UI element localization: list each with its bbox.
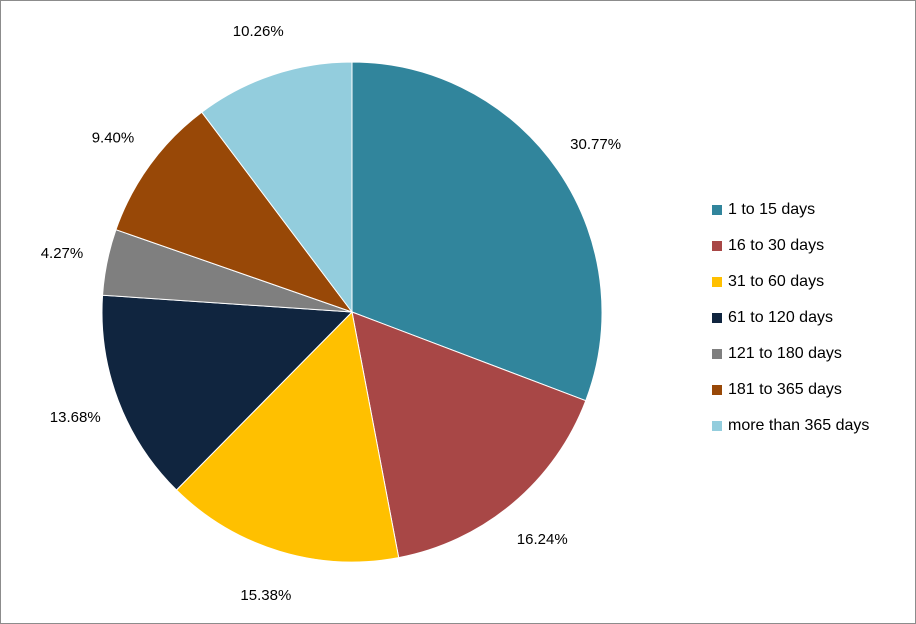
legend-swatch xyxy=(712,241,722,251)
slice-value-label: 13.68% xyxy=(50,409,101,426)
pie-slice xyxy=(115,111,354,314)
slice-value-label: 4.27% xyxy=(41,245,84,262)
legend-label: 16 to 30 days xyxy=(728,237,825,254)
legend-item: 16 to 30 days xyxy=(712,228,869,264)
legend-swatch xyxy=(712,349,722,359)
legend-label: more than 365 days xyxy=(728,417,870,434)
legend-label: 121 to 180 days xyxy=(728,345,842,362)
legend-item: 121 to 180 days xyxy=(712,336,869,372)
legend-item: 1 to 15 days xyxy=(712,192,869,228)
legend-label: 61 to 120 days xyxy=(728,309,833,326)
pie-slice xyxy=(101,294,354,491)
slice-value-label: 16.24% xyxy=(517,531,568,548)
slice-value-label: 10.26% xyxy=(233,23,284,40)
legend-swatch xyxy=(712,277,722,287)
legend-swatch xyxy=(712,421,722,431)
legend: 1 to 15 days 16 to 30 days 31 to 60 days 61… xyxy=(712,192,869,444)
slice-value-label: 9.40% xyxy=(92,129,135,146)
pie-slice xyxy=(201,61,353,314)
legend-swatch xyxy=(712,313,722,323)
pie-slice xyxy=(175,310,400,563)
slice-value-label: 30.77% xyxy=(570,136,621,153)
legend-item: 181 to 365 days xyxy=(712,372,869,408)
pie-slices xyxy=(101,61,603,563)
pie-slice xyxy=(351,61,603,402)
pie-slice xyxy=(351,311,587,559)
legend-label: 1 to 15 days xyxy=(728,201,816,218)
legend-label: 181 to 365 days xyxy=(728,381,842,398)
legend-item: 31 to 60 days xyxy=(712,264,869,300)
legend-label: 31 to 60 days xyxy=(728,273,825,290)
pie-data-labels: 30.77% 16.24% 15.38% 13.68% 4.27% 9.40% 10.26% xyxy=(41,23,621,604)
legend-item: more than 365 days xyxy=(712,408,869,444)
legend-swatch xyxy=(712,205,722,215)
slice-value-label: 15.38% xyxy=(240,587,291,604)
legend-item: 61 to 120 days xyxy=(712,300,869,336)
legend-swatch xyxy=(712,385,722,395)
